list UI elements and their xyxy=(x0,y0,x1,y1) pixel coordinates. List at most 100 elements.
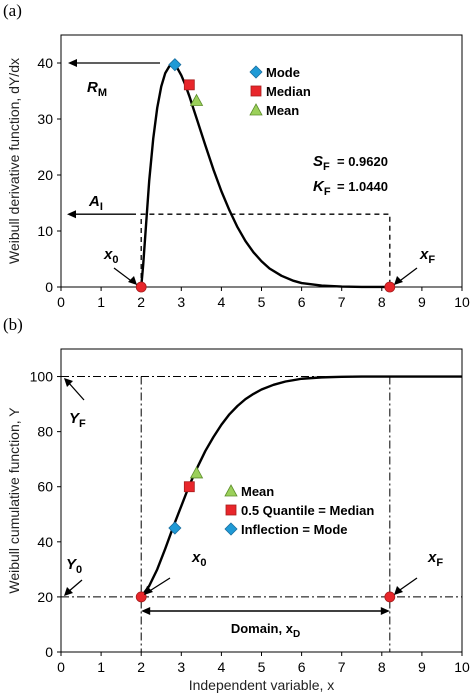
panel-a-x-tick-label: 7 xyxy=(338,294,346,310)
panel-a-marker-x0 xyxy=(135,281,147,293)
panel-a-kf-symbol: KF xyxy=(313,178,331,198)
panel-b-marker-legend-mean xyxy=(224,484,238,497)
panel-b-legend-label: Inflection = Mode xyxy=(241,522,348,537)
panel-a-rm-arrowhead xyxy=(68,59,77,67)
panel-a-sf-symbol-sub: F xyxy=(323,161,330,173)
panel-a-x0-label-sub: 0 xyxy=(112,254,118,266)
panel-b-x-tick-label: 7 xyxy=(338,659,346,675)
panel-b-marker-legend-0-5-quantile-median xyxy=(225,504,237,516)
panel-a-ai-label: AI xyxy=(88,193,103,213)
panel-a-marker-mean xyxy=(189,93,204,106)
panel-b-y0-label-sub: 0 xyxy=(76,564,82,576)
panel-b-marker-legend-inflection-mode xyxy=(224,522,238,536)
panel-a-x-tick-label: 10 xyxy=(454,294,470,310)
panel-a-marker-median xyxy=(183,79,195,91)
panel-a-y-tick-label: 0 xyxy=(45,279,53,295)
panel-a-ai-label-sub: I xyxy=(100,201,103,213)
panel-a-xf-label: xF xyxy=(419,246,435,266)
panel-b-xf-label-sub: F xyxy=(436,557,443,569)
panel-b-label: (b) xyxy=(3,315,23,334)
panel-a-x0-arrowhead xyxy=(128,276,137,285)
panel-b-y0-label-main: Y xyxy=(66,556,78,573)
panel-a-x0-label: x0 xyxy=(103,246,118,266)
panel-b-y-tick-label: 40 xyxy=(37,534,53,550)
panel-a-equal-area-rectangle xyxy=(140,213,391,287)
panel-b-marker-0-5-quantile-median xyxy=(183,481,195,493)
panel-b-x0-label: x0 xyxy=(191,549,206,569)
panel-a-marker-mode xyxy=(168,58,182,72)
panel-a-x-tick-label: 1 xyxy=(97,294,105,310)
panel-b-domain-arrowhead-left xyxy=(141,607,151,615)
panel-b-yf-label: YF xyxy=(69,410,86,430)
panel-b-legend-label: Mean xyxy=(241,484,274,499)
panel-b-x-tick-label: 1 xyxy=(97,659,105,675)
panel-b-x0-label-sub: 0 xyxy=(200,557,206,569)
panel-b-y-tick-label: 20 xyxy=(37,589,53,605)
panel-b-x-tick-label: 0 xyxy=(57,659,65,675)
panel-a-rm-label: RM xyxy=(87,79,107,99)
panel-b-x-tick-label: 2 xyxy=(137,659,145,675)
panel-a-x-tick-label: 2 xyxy=(137,294,145,310)
panel-a-x-tick-label: 4 xyxy=(218,294,226,310)
panel-b-yf-arrow-line xyxy=(67,381,85,401)
panel-a-marker-legend-mode xyxy=(249,65,263,79)
panel-b-plot-frame xyxy=(60,348,463,653)
panel-a-y-axis-label: Weibull derivative function, dY/dx xyxy=(6,58,22,264)
panel-b-legend-label: 0.5 Quantile = Median xyxy=(241,503,374,518)
panel-b-x-tick-label: 9 xyxy=(418,659,426,675)
panel-b-yf-label-sub: F xyxy=(79,418,86,430)
panel-b-y-tick-label: 60 xyxy=(37,479,53,495)
panel-b-domain-label-main: Domain, x xyxy=(231,621,294,636)
panel-b-x-tick-label: 10 xyxy=(454,659,470,675)
panel-b-y-axis-label: Weibull cumulative function, Y xyxy=(6,407,22,594)
panel-a-marker-legend-median xyxy=(250,85,262,97)
panel-a-rm-label-sub: M xyxy=(98,87,107,99)
panel-b-marker-inflection-mode xyxy=(168,521,182,535)
panel-a-ai-arrowhead xyxy=(67,210,76,219)
panel-a-y-tick-label: 40 xyxy=(37,55,53,71)
panel-a-y-tick-label: 20 xyxy=(37,167,53,183)
panel-a-marker-legend-mean xyxy=(249,103,263,116)
panel-b-y-tick-label: 100 xyxy=(30,369,54,385)
panel-b-xf-arrowhead xyxy=(394,586,403,595)
panel-a-y-tick-label: 10 xyxy=(37,223,53,239)
panel-a-y-tick-label: 30 xyxy=(37,111,53,127)
panel-a-kf-symbol-sub: F xyxy=(324,186,331,198)
panel-a-marker-xf xyxy=(384,281,396,293)
panel-a-sf-symbol: SF xyxy=(313,153,330,173)
panel-b-domain-label: Domain, xD xyxy=(231,621,300,640)
panel-a-x-tick-label: 9 xyxy=(418,294,426,310)
panel-a-legend-label: Mode xyxy=(266,65,300,80)
panel-a-xf-label-main: x xyxy=(419,246,429,263)
panel-b-y0-arrow-line xyxy=(67,579,83,593)
panel-a-sf-value: = 0.9620 xyxy=(337,154,388,169)
panel-b-y0-label: Y0 xyxy=(66,556,82,576)
panel-b-x-axis-label: Independent variable, x xyxy=(189,677,335,693)
panel-a-x0-label-main: x xyxy=(103,246,113,263)
panel-a-x-tick-label: 3 xyxy=(177,294,185,310)
panel-a-label: (a) xyxy=(3,1,22,20)
panel-b-x0-arrowhead xyxy=(144,586,153,595)
panel-a-x-tick-label: 6 xyxy=(298,294,306,310)
panel-b-yf-label-main: Y xyxy=(69,410,81,427)
panel-b-marker-x0 xyxy=(135,591,147,603)
panel-b-marker-xf xyxy=(384,591,396,603)
panel-a-curve-line xyxy=(140,62,390,289)
panel-b-x-tick-label: 3 xyxy=(177,659,185,675)
panel-b-domain-arrowhead-right xyxy=(380,607,390,615)
panel-a-sf-symbol-main: S xyxy=(313,153,323,170)
panel-a-x-tick-label: 0 xyxy=(57,294,65,310)
panel-a-xf-arrowhead xyxy=(394,276,403,285)
panel-b-y-tick-label: 0 xyxy=(45,644,53,660)
panel-b-domain-label-sub: D xyxy=(293,629,300,640)
panel-a-x-tick-label: 5 xyxy=(258,294,266,310)
panel-b-y-tick-label: 80 xyxy=(37,424,53,440)
panel-b-x-tick-label: 5 xyxy=(258,659,266,675)
panel-b-xf-label: xF xyxy=(427,549,443,569)
panel-b-x-tick-label: 8 xyxy=(378,659,386,675)
panel-a-kf-value: = 1.0440 xyxy=(337,179,388,194)
panel-a-xf-label-sub: F xyxy=(428,254,435,266)
panel-a-ai-label-main: A xyxy=(88,193,100,210)
